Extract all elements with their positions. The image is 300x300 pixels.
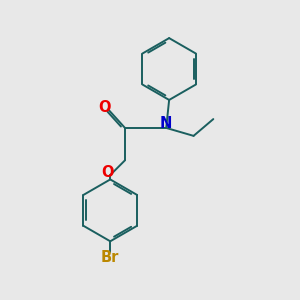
Text: O: O <box>101 165 114 180</box>
Text: O: O <box>98 100 111 115</box>
Text: N: N <box>160 116 172 131</box>
Text: Br: Br <box>101 250 119 265</box>
